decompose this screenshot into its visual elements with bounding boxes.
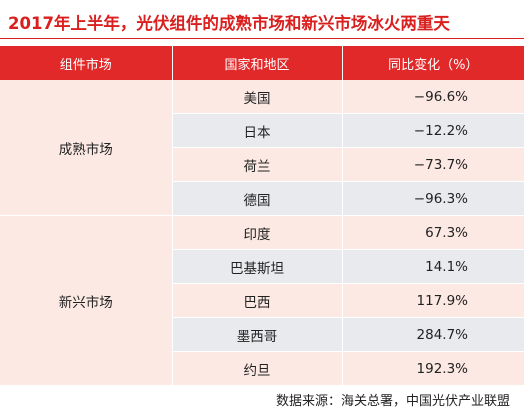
change-cell: −96.3% — [342, 181, 524, 216]
header-change: 同比变化（%） — [342, 46, 524, 80]
data-source-note: 数据来源：海关总署，中国光伏产业联盟 — [275, 394, 510, 409]
market-table: 组件市场 国家和地区 同比变化（%） 成熟市场 美国 −96.6% 日本 −12… — [0, 46, 524, 386]
country-cell: 印度 — [172, 215, 343, 250]
change-cell: 117.9% — [342, 283, 524, 318]
country-cell: 巴西 — [172, 283, 343, 318]
country-cell: 德国 — [172, 181, 343, 216]
change-cell: −12.2% — [342, 113, 524, 148]
country-cell: 美国 — [172, 80, 343, 114]
table-row: 德国 −96.3% — [0, 181, 524, 216]
table-row: 巴基斯坦 14.1% — [0, 249, 524, 284]
header-country: 国家和地区 — [172, 46, 343, 80]
change-cell: 67.3% — [342, 215, 524, 250]
country-cell: 巴基斯坦 — [172, 249, 343, 284]
table-row: 约旦 192.3% — [0, 351, 524, 386]
page-title: 2017年上半年，光伏组件的成熟市场和新兴市场冰火两重天 — [8, 14, 450, 33]
country-cell: 荷兰 — [172, 147, 343, 182]
change-cell: 14.1% — [342, 249, 524, 284]
header-market: 组件市场 — [0, 46, 173, 80]
table-row: 新兴市场 印度 67.3% — [0, 215, 524, 386]
change-cell: −73.7% — [342, 147, 524, 182]
change-cell: 192.3% — [342, 351, 524, 386]
table-header-row: 组件市场 国家和地区 同比变化（%） — [0, 46, 524, 80]
country-cell: 日本 — [172, 113, 343, 148]
table-row: 成熟市场 美国 −96.6% — [0, 80, 524, 216]
change-cell: −96.6% — [342, 80, 524, 114]
country-cell: 墨西哥 — [172, 317, 343, 352]
title-divider — [0, 38, 524, 39]
table-row: 日本 −12.2% — [0, 113, 524, 148]
table-row: 墨西哥 284.7% — [0, 317, 524, 352]
table-row: 荷兰 −73.7% — [0, 147, 524, 182]
table-row: 巴西 117.9% — [0, 283, 524, 318]
group-label-mature: 成熟市场 — [0, 80, 173, 216]
change-cell: 284.7% — [342, 317, 524, 352]
country-cell: 约旦 — [172, 351, 343, 386]
group-label-emerging: 新兴市场 — [0, 215, 173, 386]
